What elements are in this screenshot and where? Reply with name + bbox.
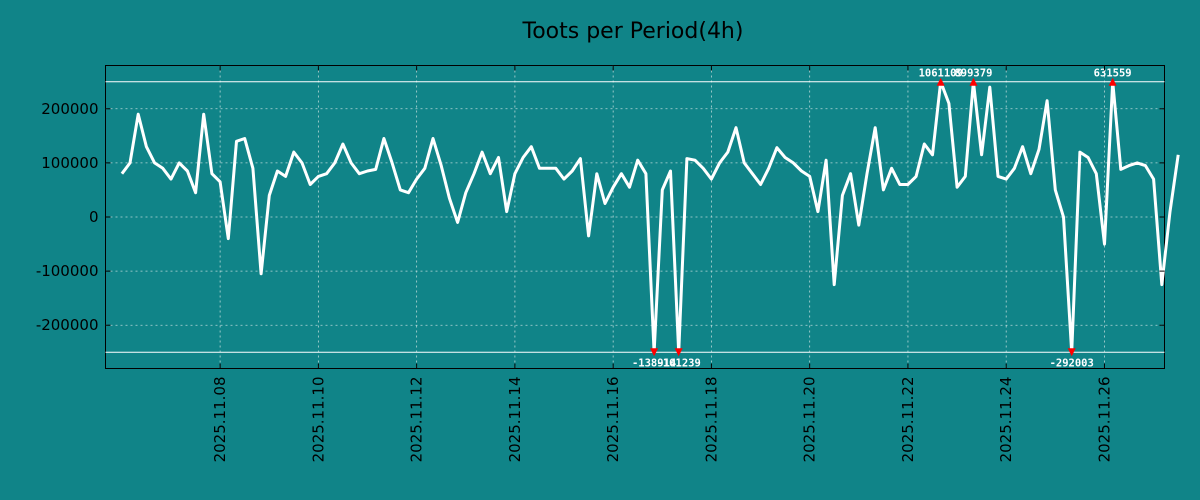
x-tick-label: 2025.11.26 — [1095, 377, 1113, 463]
grid — [105, 65, 1165, 369]
x-tick-label: 2025.11.18 — [702, 377, 720, 463]
outlier-marker — [1108, 77, 1117, 86]
clip-lines — [105, 81, 1165, 353]
x-tick-label: 2025.11.24 — [997, 376, 1015, 462]
outlier-label: -138914 — [632, 357, 676, 369]
y-tick-label: 100000 — [41, 154, 98, 172]
outlier-label: 899379 — [954, 68, 992, 80]
x-tick-label: 2025.11.20 — [801, 377, 819, 463]
outlier-marker — [969, 77, 978, 86]
series — [120, 80, 1180, 354]
outlier-label: 631559 — [1094, 68, 1132, 80]
x-tick-label: 2025.11.12 — [408, 377, 426, 463]
axes: -200000 -100000 0 100000 200000 2025.11.08 202… — [36, 65, 1165, 463]
outlier-marker — [936, 77, 945, 86]
outlier-label: 1061109 — [919, 68, 963, 80]
x-tick-label: 2025.11.10 — [309, 377, 327, 463]
y-tick-label: -200000 — [36, 316, 99, 334]
outlier-label: -101239 — [657, 357, 701, 369]
y-tick-label: -100000 — [36, 262, 99, 280]
series-line — [120, 80, 1180, 354]
outlier-marker — [650, 348, 659, 357]
x-tick-label: 2025.11.22 — [899, 377, 917, 463]
x-tick-label: 2025.11.14 — [506, 377, 524, 463]
chart-title: Toots per Period(4h) — [522, 19, 744, 44]
y-tick-label: 0 — [89, 208, 99, 226]
outlier-label: -292003 — [1050, 357, 1094, 369]
outlier-marker — [1067, 348, 1076, 357]
outlier-marker — [674, 348, 683, 357]
x-tick-label: 2025.11.08 — [211, 377, 229, 463]
y-tick-label: 200000 — [41, 100, 98, 118]
x-tick-label: 2025.11.16 — [604, 377, 622, 463]
